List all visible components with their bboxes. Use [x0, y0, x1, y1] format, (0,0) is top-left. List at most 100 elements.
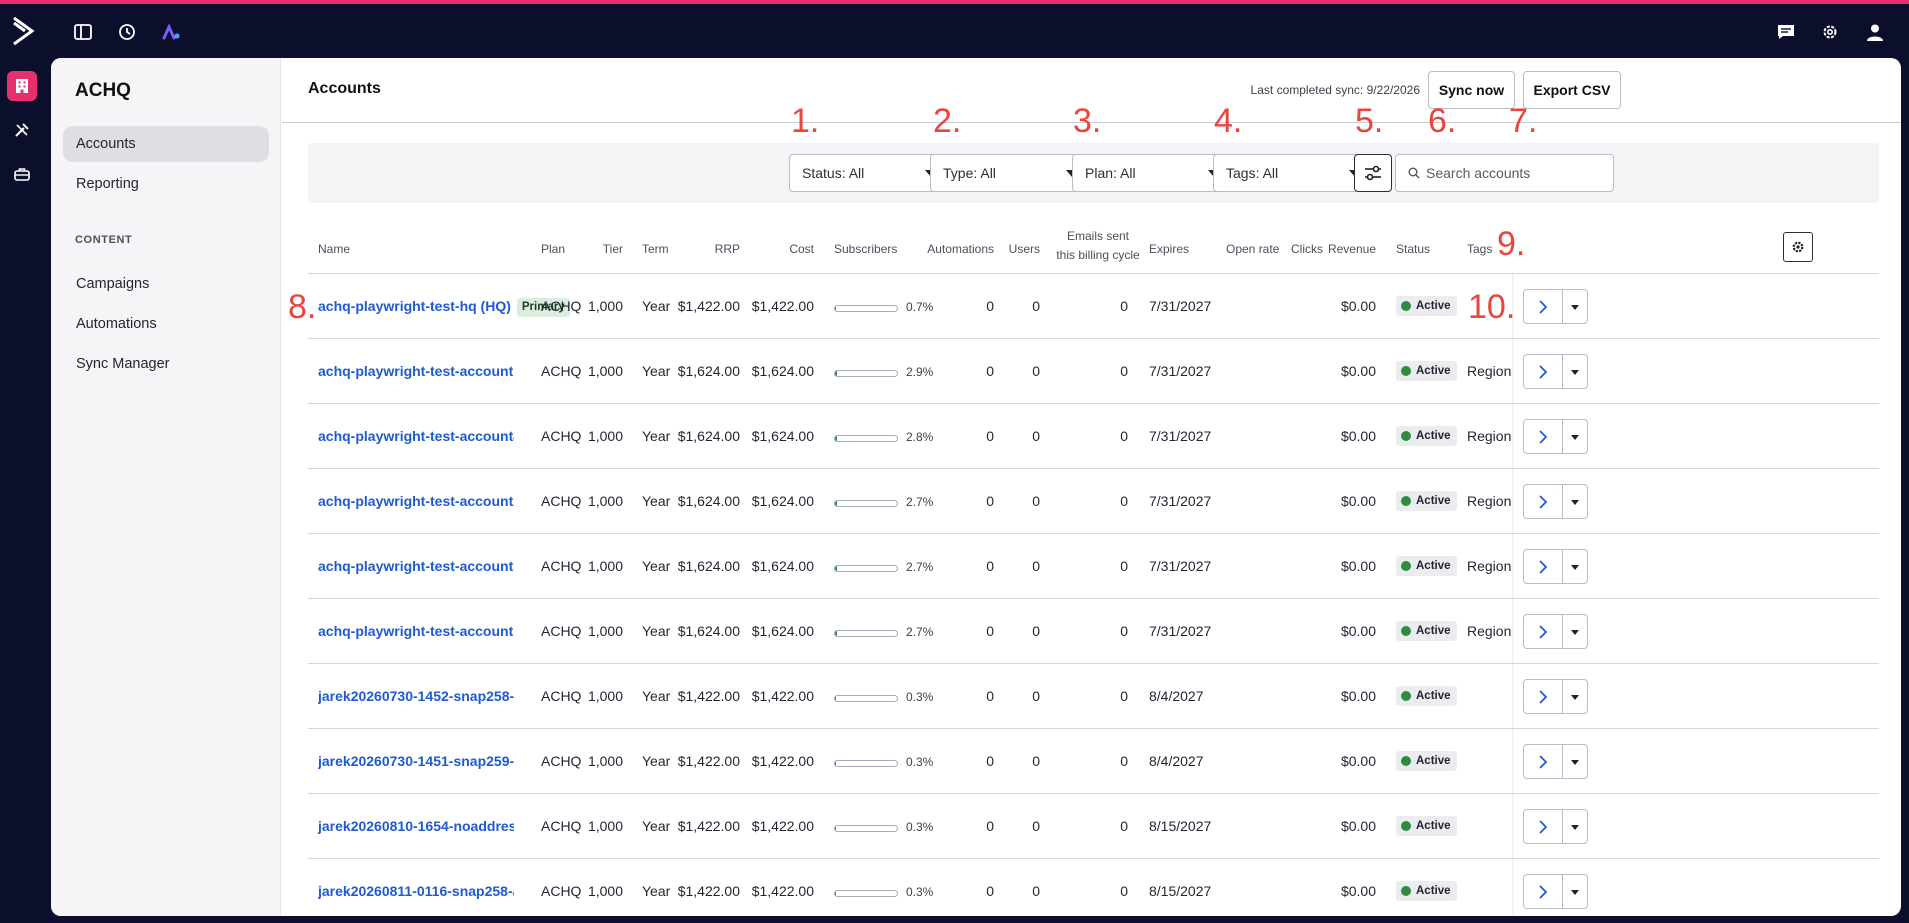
sidebar-item-automations[interactable]: Automations — [76, 316, 157, 332]
search-input[interactable] — [1426, 163, 1606, 183]
type-filter-select[interactable]: Type: All — [930, 154, 1090, 192]
open-account-button[interactable] — [1523, 874, 1563, 909]
row-actions-dropdown[interactable] — [1562, 354, 1588, 389]
sync-now-button[interactable]: Sync now — [1428, 71, 1515, 109]
status-badge: Active — [1396, 296, 1457, 316]
account-name-link[interactable]: jarek20260811-0116-snap258-api-a — [318, 859, 514, 916]
column-header-status[interactable]: Status — [1396, 242, 1431, 256]
account-name-link[interactable]: achq-playwright-test-account4 — [318, 404, 514, 468]
column-header-plan[interactable]: Plan — [541, 242, 566, 256]
account-name-link[interactable]: achq-playwright-test-account3 — [318, 534, 514, 598]
column-header-expires[interactable]: Expires — [1149, 242, 1190, 256]
table-row[interactable]: achq-playwright-test-account5 ACHQ 1,000… — [308, 599, 1879, 664]
status-filter-select[interactable]: Status: All — [789, 154, 949, 192]
row-actions-dropdown[interactable] — [1562, 744, 1588, 779]
open-account-button[interactable] — [1523, 549, 1563, 584]
cell-rrp: $1,422.00 — [677, 883, 740, 899]
open-account-button[interactable] — [1523, 354, 1563, 389]
column-header-name[interactable]: Name — [318, 242, 351, 256]
cell-emails-sent: 0 — [1120, 363, 1128, 379]
advanced-filters-button[interactable] — [1354, 154, 1392, 192]
row-actions-dropdown[interactable] — [1562, 874, 1588, 909]
open-account-button[interactable] — [1523, 809, 1563, 844]
column-header-tier[interactable]: Tier — [602, 242, 623, 256]
row-actions-dropdown[interactable] — [1562, 549, 1588, 584]
cell-expires: 7/31/2027 — [1149, 428, 1212, 444]
column-header-term[interactable]: Term — [642, 242, 669, 256]
account-name-link[interactable]: jarek20260730-1451-snap259-api-a — [318, 729, 514, 793]
open-account-button[interactable] — [1523, 484, 1563, 519]
chat-icon[interactable] — [1775, 21, 1797, 43]
plan-filter-select[interactable]: Plan: All — [1072, 154, 1232, 192]
cell-users: 0 — [1032, 883, 1040, 899]
table-row[interactable]: achq-playwright-test-account2 ACHQ 1,000… — [308, 469, 1879, 534]
gear-icon[interactable] — [1819, 21, 1841, 43]
sidebar-item-campaigns[interactable]: Campaigns — [76, 276, 150, 292]
user-icon[interactable] — [1864, 21, 1886, 43]
briefcase-icon[interactable] — [7, 159, 37, 189]
row-actions-dropdown[interactable] — [1562, 614, 1588, 649]
sidebar-toggle-icon[interactable] — [72, 21, 94, 43]
row-actions-dropdown[interactable] — [1562, 809, 1588, 844]
app-logo-icon[interactable] — [10, 14, 36, 48]
chevron-right-icon — [1539, 494, 1548, 509]
row-actions-dropdown[interactable] — [1562, 679, 1588, 714]
table-row[interactable]: jarek20260810-1654-noaddres-ui-sr ACHQ 1… — [308, 794, 1879, 859]
table-row[interactable]: achq-playwright-test-hq (HQ) Primary ACHQ… — [308, 274, 1879, 339]
table-row[interactable]: jarek20260730-1451-snap259-api-a ACHQ 1,… — [308, 729, 1879, 794]
tags-filter-select[interactable]: Tags: All — [1213, 154, 1373, 192]
app-switch-icon[interactable] — [160, 21, 182, 43]
cell-cost: $1,422.00 — [751, 688, 814, 704]
cell-plan: ACHQ — [541, 558, 582, 574]
column-header-subscribers[interactable]: Subscribers — [834, 242, 898, 256]
building-icon[interactable] — [7, 71, 37, 101]
column-header-rrp[interactable]: RRP — [714, 242, 740, 256]
table-row[interactable]: jarek20260730-1452-snap258-api-n ACHQ 1,… — [308, 664, 1879, 729]
column-header-automations[interactable]: Automations — [927, 242, 994, 256]
sidebar-item-sync-manager[interactable]: Sync Manager — [76, 356, 170, 372]
search-field[interactable] — [1395, 154, 1614, 192]
table-row[interactable]: achq-playwright-test-account1 ACHQ 1,000… — [308, 339, 1879, 404]
open-account-button[interactable] — [1523, 419, 1563, 454]
account-name-link[interactable]: achq-playwright-test-account5 — [318, 599, 514, 663]
open-account-button[interactable] — [1523, 289, 1563, 324]
row-actions-dropdown[interactable] — [1562, 419, 1588, 454]
cell-tags — [1467, 274, 1512, 338]
open-account-button[interactable] — [1523, 679, 1563, 714]
history-icon[interactable] — [116, 21, 138, 43]
sidebar-item-accounts[interactable]: Accounts — [63, 126, 269, 162]
account-name-link[interactable]: jarek20260810-1654-noaddres-ui-sr — [318, 794, 514, 858]
account-name-link[interactable]: jarek20260730-1452-snap258-api-n — [318, 664, 514, 728]
account-name-link[interactable]: achq-playwright-test-account1 — [318, 339, 514, 403]
column-header-emails-sent[interactable]: Emails sent this billing cycle — [1048, 227, 1148, 265]
column-header-tags[interactable]: Tags — [1467, 242, 1493, 256]
cell-users: 0 — [1032, 493, 1040, 509]
cell-revenue: $0.00 — [1340, 688, 1376, 704]
row-actions-dropdown[interactable] — [1562, 484, 1588, 519]
status-text: Active — [1416, 300, 1451, 312]
open-account-button[interactable] — [1523, 744, 1563, 779]
column-header-cost[interactable]: Cost — [789, 242, 814, 256]
table-row[interactable]: achq-playwright-test-account3 ACHQ 1,000… — [308, 534, 1879, 599]
tools-icon[interactable] — [7, 115, 37, 145]
table-row[interactable]: jarek20260811-0116-snap258-api-a ACHQ 1,… — [308, 859, 1879, 916]
cell-plan: ACHQ — [541, 688, 582, 704]
column-header-clicks[interactable]: Clicks — [1291, 242, 1323, 256]
cell-tier: 1,000 — [587, 428, 623, 444]
table-row[interactable]: achq-playwright-test-account4 ACHQ 1,000… — [308, 404, 1879, 469]
account-name-link[interactable]: achq-playwright-test-hq (HQ) Primary — [318, 274, 570, 338]
sliders-icon — [1365, 165, 1381, 181]
sticky-column-shadow — [1512, 599, 1514, 663]
column-header-revenue[interactable]: Revenue — [1327, 242, 1376, 256]
column-header-users[interactable]: Users — [1008, 242, 1040, 256]
account-name-text: achq-playwright-test-account2 — [318, 493, 514, 509]
account-name-link[interactable]: achq-playwright-test-account2 — [318, 469, 514, 533]
cell-expires: 7/31/2027 — [1149, 558, 1212, 574]
column-header-open-rate[interactable]: Open rate — [1226, 242, 1280, 256]
row-actions-dropdown[interactable] — [1562, 289, 1588, 324]
status-badge: Active — [1396, 426, 1457, 446]
column-settings-button[interactable] — [1783, 232, 1813, 262]
sidebar-item-reporting[interactable]: Reporting — [76, 176, 139, 192]
open-account-button[interactable] — [1523, 614, 1563, 649]
export-csv-button[interactable]: Export CSV — [1523, 71, 1621, 109]
